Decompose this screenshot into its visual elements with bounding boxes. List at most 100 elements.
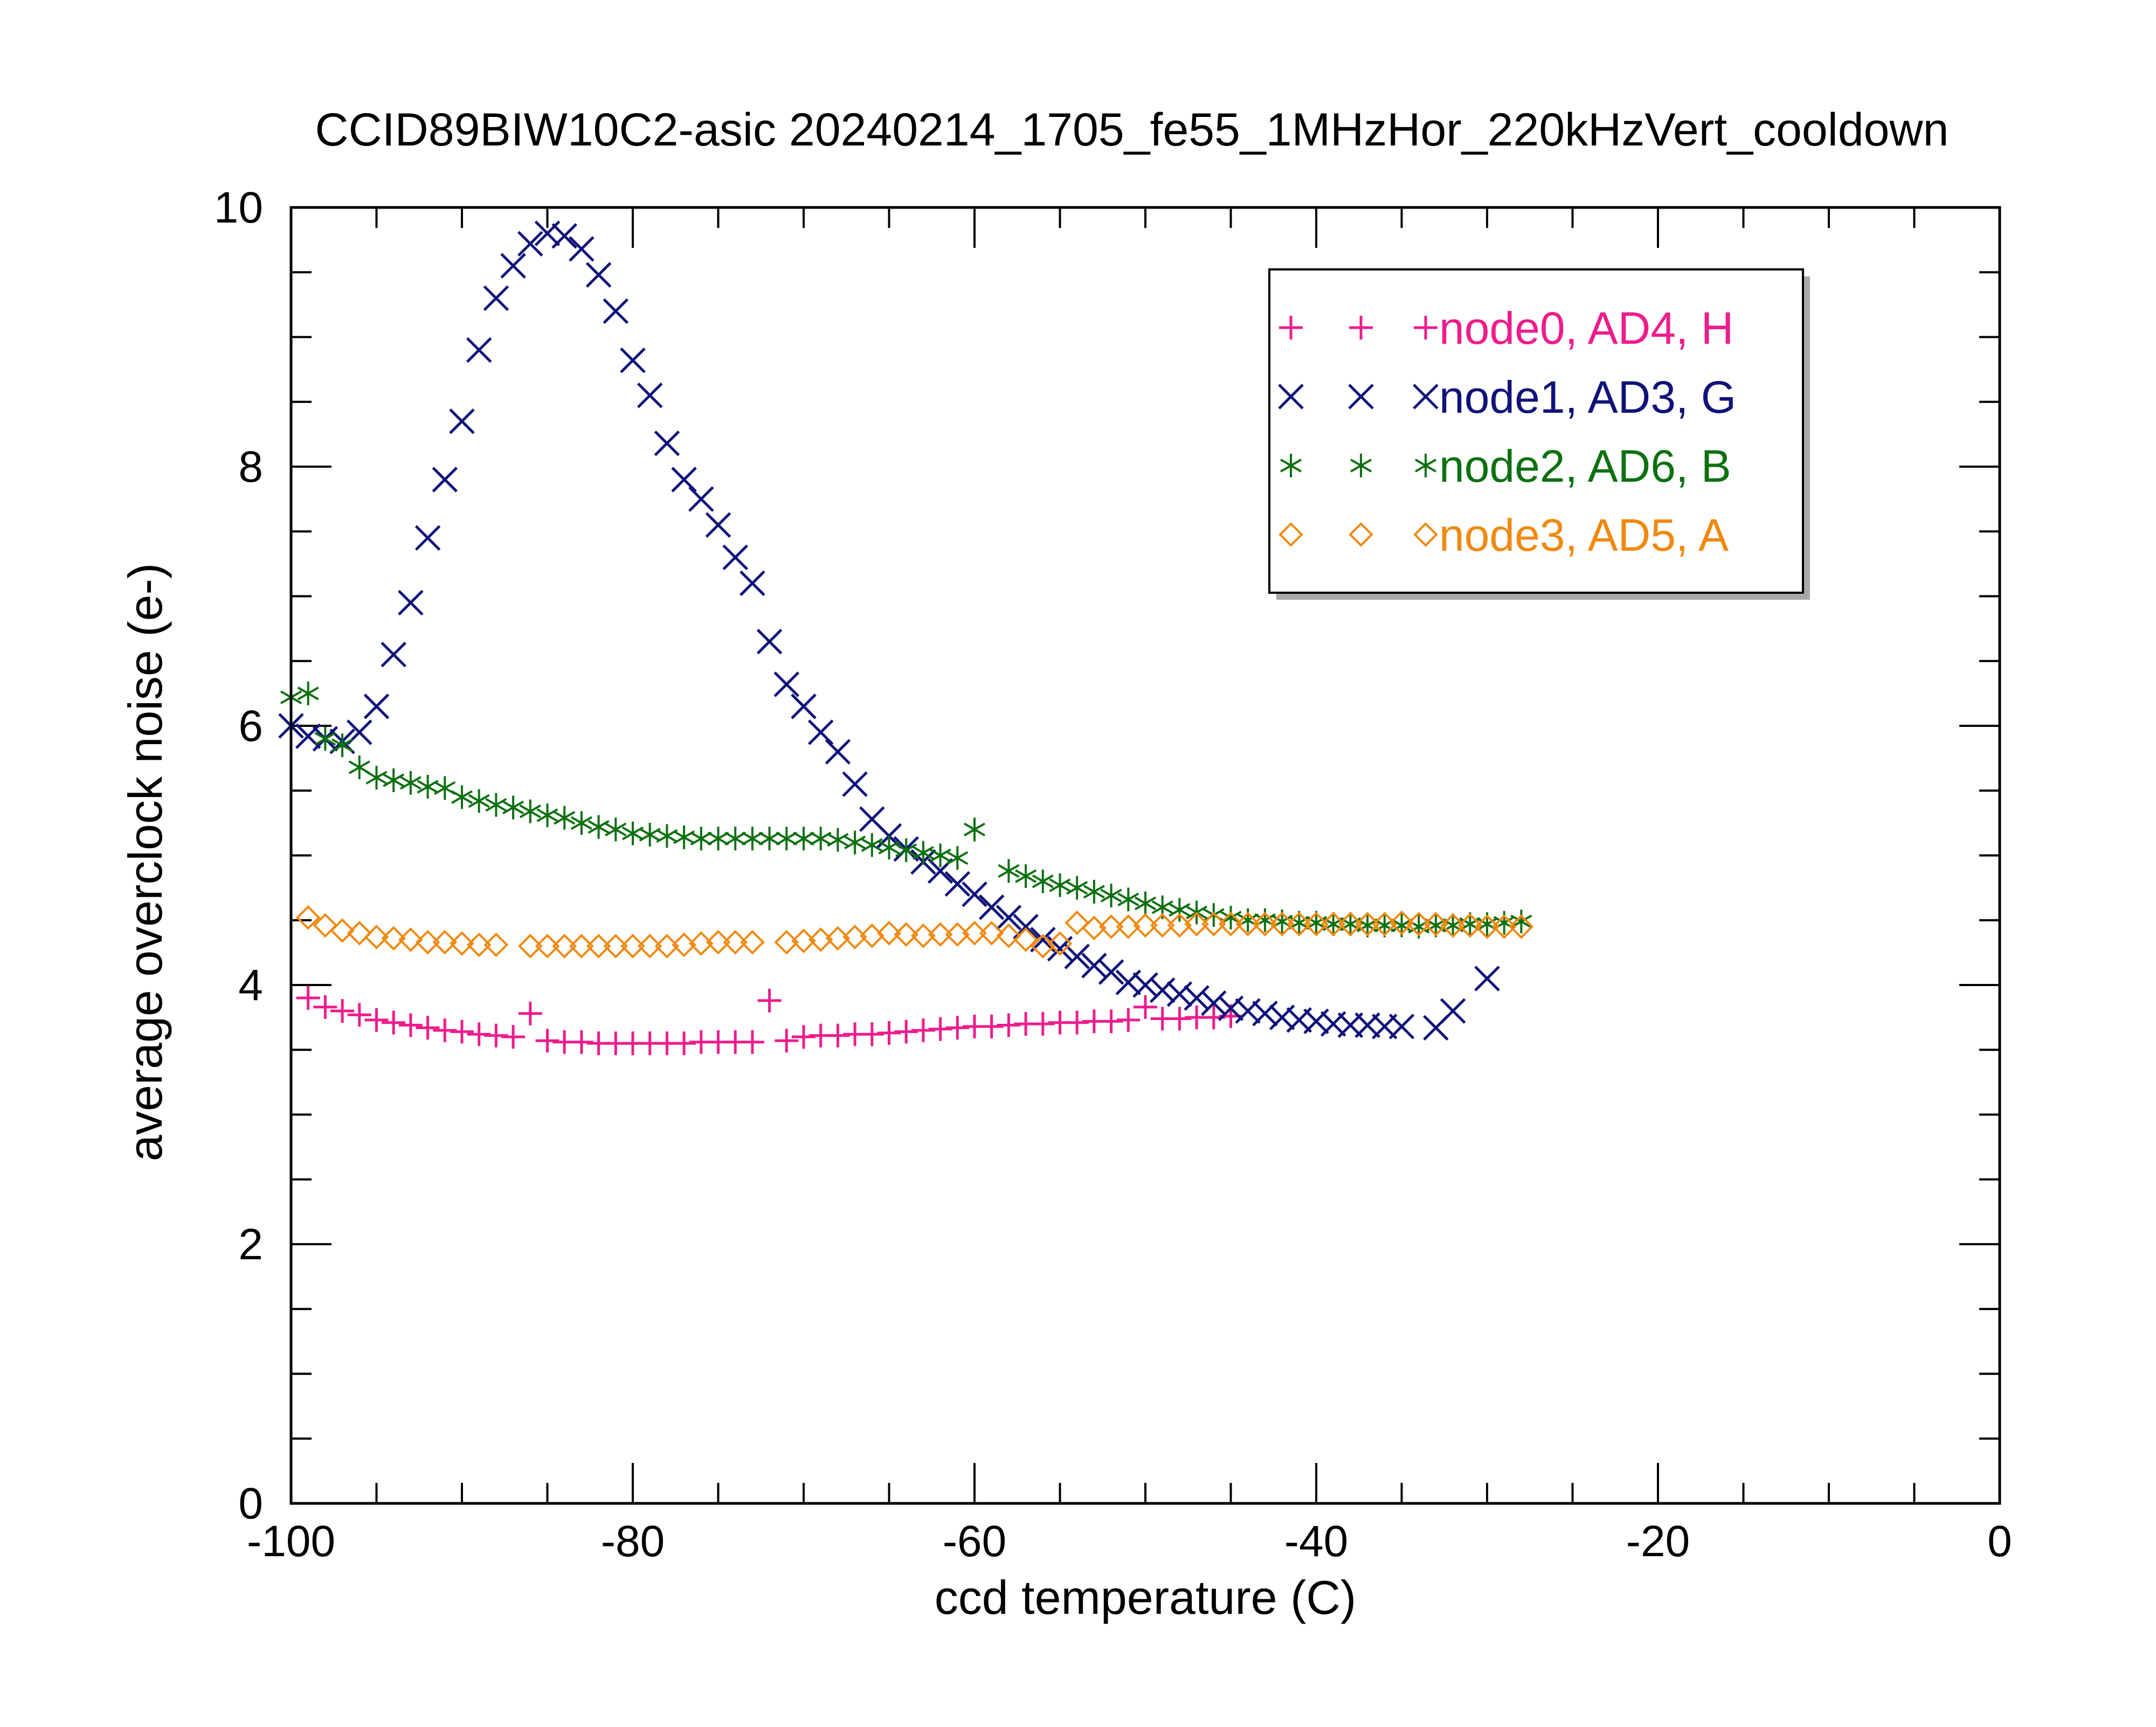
data-point [348, 755, 370, 779]
data-point [432, 467, 458, 493]
data-point [1406, 912, 1432, 937]
chart-title: CCID89BIW10C2-asic 20240214_1705_fe55_1M… [315, 104, 1949, 156]
data-point [1081, 953, 1107, 979]
data-point [1184, 985, 1210, 1011]
data-point [722, 544, 748, 571]
data-point [1423, 912, 1448, 937]
data-point [1098, 959, 1124, 985]
data-point [912, 841, 934, 865]
data-point [364, 925, 389, 949]
data-point [827, 828, 849, 852]
data-point [1304, 912, 1329, 937]
legend-marker [1413, 384, 1439, 410]
data-point [295, 905, 321, 930]
data-point [1287, 912, 1312, 937]
legend-marker [1349, 522, 1373, 547]
data-point [996, 923, 1021, 948]
x-tick-label: 0 [1987, 1517, 2012, 1566]
data-point [432, 930, 458, 955]
data-point [740, 570, 765, 597]
legend-marker [1280, 454, 1302, 477]
data-point [1133, 913, 1158, 938]
data-point [364, 1008, 389, 1032]
data-point [1169, 898, 1191, 922]
data-point [740, 930, 765, 955]
data-point [791, 693, 817, 719]
data-point [637, 382, 663, 408]
data-point [466, 932, 492, 958]
data-point [962, 920, 987, 946]
legend-marker [1414, 454, 1437, 477]
data-point [398, 1013, 423, 1037]
data-point [313, 913, 338, 938]
data-point [536, 803, 558, 827]
legend: node0, AD4, H node1, AD3, G node2, AD6, B n… [1268, 268, 1810, 600]
y-tick-label: 2 [238, 1220, 263, 1269]
data-point [451, 785, 473, 809]
data-point [637, 934, 662, 959]
data-point [569, 236, 595, 262]
data-point [1064, 944, 1090, 969]
series-3 [295, 905, 1534, 959]
data-point [1253, 912, 1277, 937]
data-point [894, 922, 919, 947]
data-point [313, 995, 337, 1019]
legend-box [1268, 268, 1804, 594]
y-axis-label: average overclock noise (e-) [119, 563, 172, 1161]
series-1 [278, 220, 1500, 1041]
data-point [314, 727, 336, 751]
data-point [1184, 912, 1209, 937]
data-point [483, 932, 509, 958]
data-point [1049, 873, 1071, 897]
data-point [603, 298, 629, 324]
legend-label: node1, AD3, G [1439, 372, 1736, 422]
data-point [382, 1010, 406, 1035]
data-point [844, 830, 866, 855]
data-point [1015, 864, 1037, 888]
data-point [502, 795, 524, 820]
y-tick-label: 10 [214, 183, 263, 232]
legend-marker [1414, 316, 1438, 339]
data-point [944, 871, 971, 897]
data-point [1013, 927, 1038, 952]
legend-label: node2, AD6, B [1439, 441, 1731, 491]
series-0 [296, 986, 1243, 1056]
data-point [1475, 914, 1499, 939]
legend-entries: node0, AD4, H node1, AD3, G node2, AD6, B n… [1278, 303, 1736, 560]
data-point [381, 641, 406, 668]
data-point [518, 1001, 542, 1025]
data-point [688, 486, 714, 512]
data-point [979, 920, 1004, 946]
data-point [468, 789, 490, 813]
legend-marker [1279, 316, 1303, 339]
x-tick-label: -20 [1626, 1517, 1690, 1566]
data-point [449, 408, 475, 434]
data-point [383, 768, 405, 793]
data-point [296, 986, 320, 1010]
legend-marker [1279, 522, 1303, 547]
legend-entry: node3, AD5, A [1279, 510, 1729, 560]
data-point [792, 827, 815, 851]
data-point [776, 827, 798, 851]
data-point [998, 859, 1020, 883]
data-point [1201, 990, 1227, 1016]
data-point [706, 930, 731, 955]
data-point [603, 934, 628, 959]
legend-marker [1348, 384, 1374, 410]
data-point [347, 1003, 371, 1027]
data-point [1235, 912, 1261, 937]
data-point [1218, 912, 1243, 937]
data-point [1098, 914, 1124, 939]
data-point [500, 253, 526, 279]
data-point [842, 771, 868, 797]
legend-marker [1350, 454, 1372, 477]
legend-entry: node1, AD3, G [1278, 372, 1736, 422]
data-point [466, 337, 492, 363]
data-point [1474, 966, 1500, 991]
data-point [707, 827, 729, 851]
data-point [416, 1016, 440, 1040]
data-point [620, 348, 646, 373]
data-point [1065, 910, 1090, 935]
data-point [690, 827, 712, 851]
